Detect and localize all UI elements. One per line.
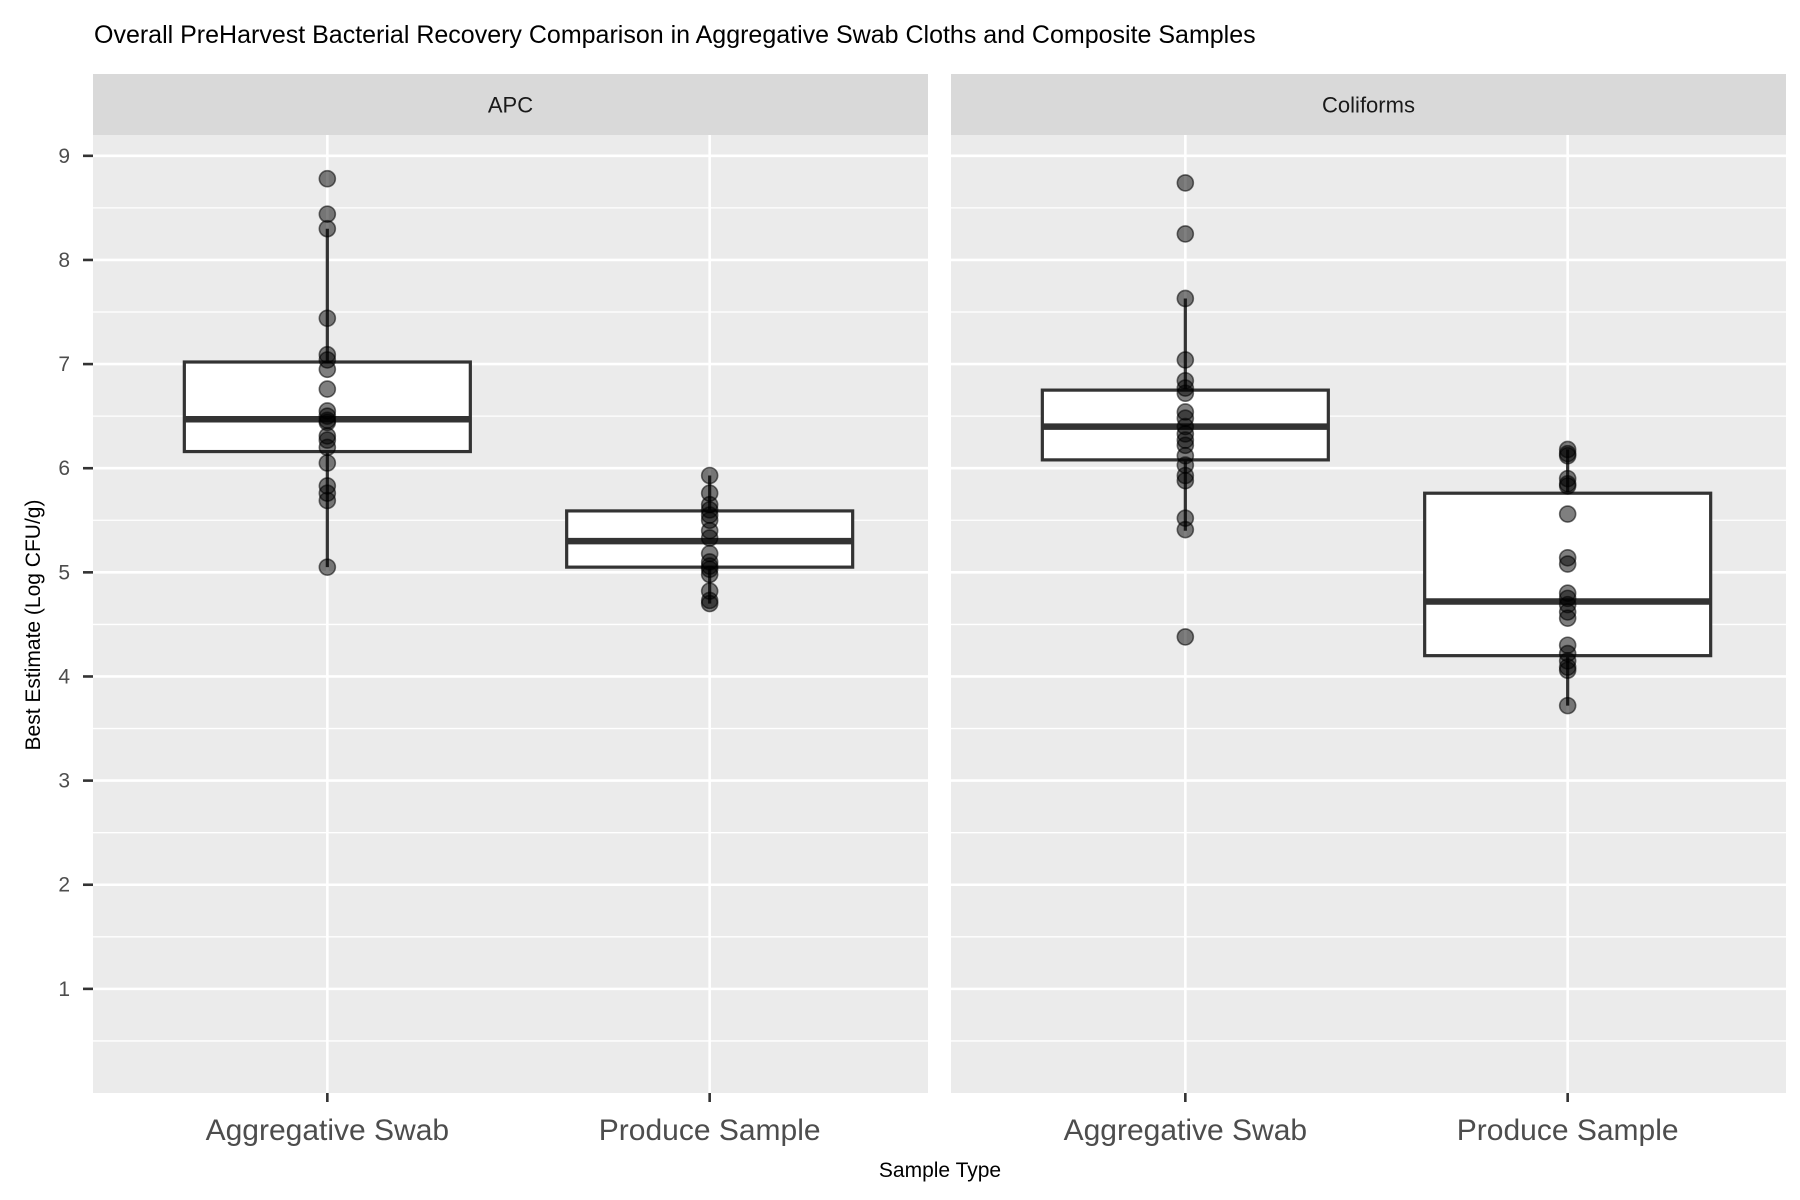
data-point — [1558, 446, 1577, 465]
data-point — [318, 438, 337, 457]
boxplot-coliforms-produce-sample — [1423, 440, 1713, 715]
x-tick-label: Aggregative Swab — [1064, 1114, 1308, 1147]
y-tick-label: 5 — [58, 561, 70, 584]
data-point — [318, 169, 337, 188]
data-point — [318, 454, 337, 472]
data-point — [318, 380, 337, 398]
y-axis: 1 2 3 4 5 6 7 8 9 — [58, 145, 93, 1001]
data-point — [1558, 609, 1577, 627]
data-point — [1558, 477, 1577, 495]
x-tick-label: Produce Sample — [1457, 1114, 1679, 1147]
boxplot-apc-produce-sample — [565, 466, 855, 613]
y-tick-label: 8 — [58, 249, 70, 272]
boxplot-apc-aggregative-swab — [182, 169, 472, 576]
y-tick-label: 2 — [58, 874, 70, 897]
data-point — [700, 565, 719, 584]
data-point — [1176, 628, 1195, 646]
data-point — [318, 360, 337, 379]
data-point — [1176, 471, 1195, 490]
panel-bg-apc — [93, 135, 928, 1093]
data-point — [1176, 289, 1195, 308]
data-point — [1558, 555, 1577, 573]
data-point — [700, 466, 719, 485]
y-axis-title: Best Estimate (Log CFU/g) — [22, 500, 45, 751]
data-point — [1558, 696, 1577, 715]
y-tick-label: 6 — [58, 457, 70, 480]
x-tick-label: Aggregative Swab — [206, 1114, 450, 1147]
y-tick-label: 4 — [58, 665, 70, 688]
chart-title: Overall PreHarvest Bacterial Recovery Co… — [94, 21, 1256, 49]
data-point — [318, 309, 337, 328]
data-point — [1176, 384, 1195, 403]
data-point — [700, 529, 719, 547]
y-tick-label: 7 — [58, 353, 70, 376]
strip-apc — [93, 74, 928, 135]
data-point — [318, 219, 337, 238]
y-tick-label: 1 — [58, 978, 70, 1001]
x-tick-label: Produce Sample — [599, 1114, 821, 1147]
data-point — [1558, 661, 1577, 680]
data-point — [1176, 174, 1195, 192]
data-point — [1558, 505, 1577, 523]
data-point — [700, 594, 719, 613]
panel-coliforms: Coliforms Aggregative Swab Produce Sample — [951, 74, 1786, 1147]
y-tick-label: 3 — [58, 770, 70, 793]
boxplot-coliforms-aggregative-swab — [1040, 174, 1330, 646]
x-axis-title: Sample Type — [879, 1159, 1001, 1182]
strip-label-coliforms: Coliforms — [1322, 93, 1415, 118]
data-point — [1176, 351, 1195, 369]
data-point — [1176, 520, 1195, 539]
y-tick-label: 9 — [58, 145, 70, 168]
strip-coliforms — [951, 74, 1786, 135]
data-point — [318, 205, 337, 223]
data-point — [318, 558, 337, 576]
panel-apc: APC Aggregative Swab Produce Sample — [93, 74, 928, 1147]
data-point — [1176, 225, 1195, 243]
strip-label-apc: APC — [488, 93, 533, 118]
data-point — [318, 491, 337, 510]
